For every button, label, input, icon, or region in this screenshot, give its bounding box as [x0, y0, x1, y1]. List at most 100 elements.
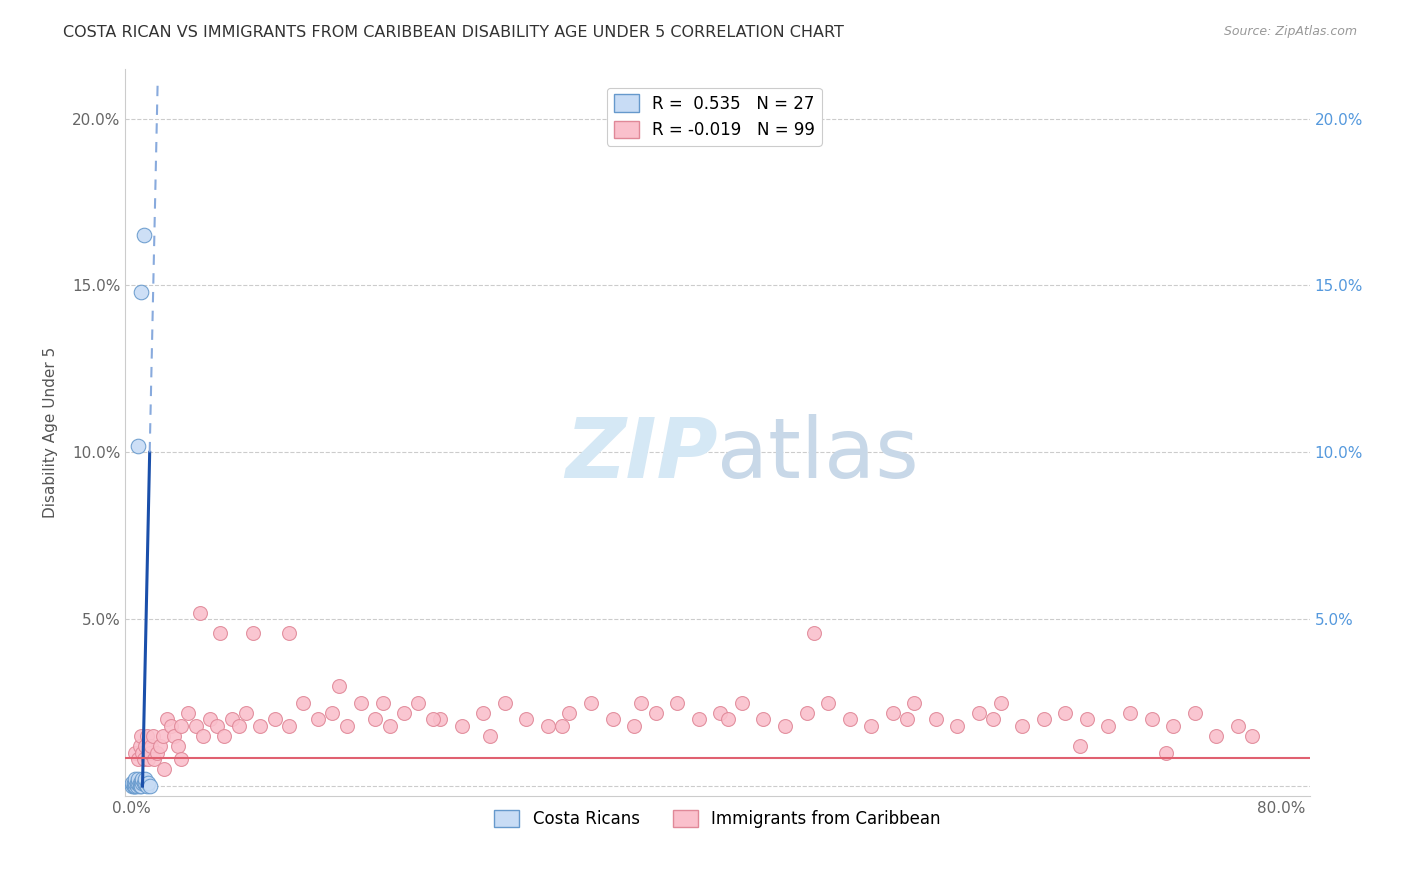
Point — [152, 729, 174, 743]
Point — [773, 719, 796, 733]
Point — [121, 779, 143, 793]
Point — [136, 752, 159, 766]
Point — [124, 776, 146, 790]
Point — [925, 712, 948, 726]
Point — [579, 696, 602, 710]
Point — [350, 696, 373, 710]
Point — [131, 776, 153, 790]
Point — [125, 779, 148, 793]
Point — [214, 729, 236, 743]
Point — [1076, 712, 1098, 726]
Point — [903, 696, 925, 710]
Point — [450, 719, 472, 733]
Point — [1011, 719, 1033, 733]
Point — [278, 719, 301, 733]
Point — [336, 719, 359, 733]
Point — [429, 712, 451, 726]
Text: Source: ZipAtlas.com: Source: ZipAtlas.com — [1223, 25, 1357, 38]
Point — [131, 746, 153, 760]
Point — [307, 712, 329, 726]
Point — [163, 729, 186, 743]
Point — [1097, 719, 1119, 733]
Point — [135, 729, 157, 743]
Point — [1161, 719, 1184, 733]
Point — [371, 696, 394, 710]
Point — [138, 779, 160, 793]
Point — [184, 719, 207, 733]
Point — [132, 752, 155, 766]
Point — [129, 776, 152, 790]
Point — [198, 712, 221, 726]
Point — [127, 776, 149, 790]
Point — [228, 719, 250, 733]
Point — [142, 729, 165, 743]
Point — [242, 625, 264, 640]
Point — [537, 719, 560, 733]
Point — [1069, 739, 1091, 753]
Point — [136, 776, 159, 790]
Point — [127, 439, 149, 453]
Text: COSTA RICAN VS IMMIGRANTS FROM CARIBBEAN DISABILITY AGE UNDER 5 CORRELATION CHAR: COSTA RICAN VS IMMIGRANTS FROM CARIBBEAN… — [63, 25, 844, 40]
Point — [124, 779, 146, 793]
Legend: Costa Ricans, Immigrants from Caribbean: Costa Ricans, Immigrants from Caribbean — [488, 804, 948, 835]
Point — [128, 739, 150, 753]
Point — [127, 772, 149, 787]
Point — [803, 625, 825, 640]
Point — [472, 706, 495, 720]
Point — [967, 706, 990, 720]
Point — [328, 679, 350, 693]
Point — [817, 696, 839, 710]
Point — [515, 712, 537, 726]
Point — [170, 752, 193, 766]
Point — [731, 696, 754, 710]
Point — [630, 696, 652, 710]
Point — [882, 706, 904, 720]
Point — [1032, 712, 1054, 726]
Point — [602, 712, 624, 726]
Point — [1226, 719, 1249, 733]
Point — [946, 719, 969, 733]
Point — [644, 706, 666, 720]
Point — [129, 285, 152, 300]
Point — [623, 719, 645, 733]
Point — [378, 719, 401, 733]
Point — [278, 625, 301, 640]
Point — [139, 739, 162, 753]
Point — [132, 776, 155, 790]
Point — [1154, 746, 1177, 760]
Point — [709, 706, 731, 720]
Point — [422, 712, 444, 726]
Point — [124, 746, 146, 760]
Point — [1184, 706, 1206, 720]
Point — [170, 719, 193, 733]
Point — [134, 739, 156, 753]
Point — [752, 712, 775, 726]
Point — [128, 779, 150, 793]
Point — [122, 776, 145, 790]
Point — [249, 719, 271, 733]
Point — [688, 712, 710, 726]
Point — [125, 776, 148, 790]
Point — [122, 779, 145, 793]
Point — [160, 719, 183, 733]
Point — [263, 712, 285, 726]
Point — [188, 606, 211, 620]
Point — [838, 712, 860, 726]
Text: atlas: atlas — [717, 414, 920, 495]
Point — [1119, 706, 1142, 720]
Point — [364, 712, 387, 726]
Point — [896, 712, 918, 726]
Point — [191, 729, 214, 743]
Point — [292, 696, 315, 710]
Point — [156, 712, 179, 726]
Point — [121, 776, 143, 790]
Point — [1140, 712, 1163, 726]
Point — [132, 228, 155, 243]
Point — [153, 763, 176, 777]
Point — [1241, 729, 1264, 743]
Point — [149, 739, 172, 753]
Point — [479, 729, 502, 743]
Point — [983, 712, 1005, 726]
Point — [177, 706, 200, 720]
Point — [221, 712, 243, 726]
